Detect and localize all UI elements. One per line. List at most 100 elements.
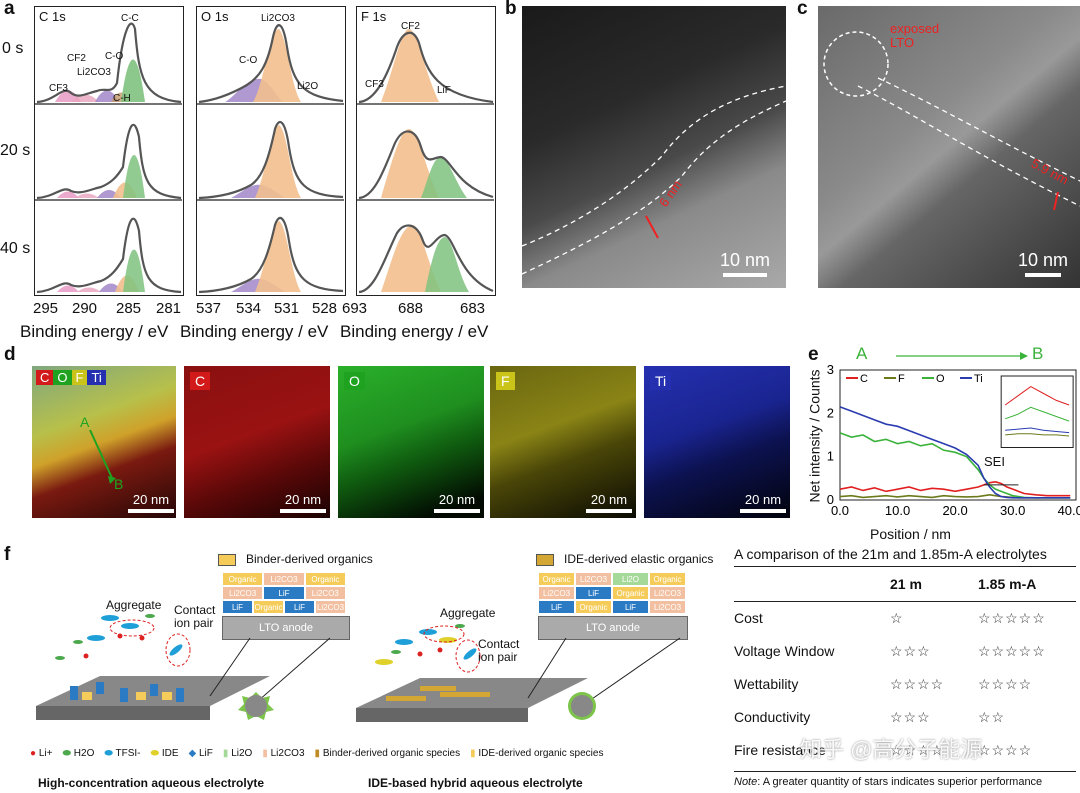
f1s-xlabel: Binding energy / eV: [340, 322, 489, 341]
c1s-tick-3: 281: [156, 300, 182, 317]
e-xlabel: Position / nm: [870, 526, 951, 542]
note-label: Note: [734, 776, 758, 788]
table-row: Conductivity ☆☆☆ ☆☆: [734, 701, 1076, 734]
right-layer-row: Organic Li2CO3 Li2O Organic: [538, 572, 686, 586]
scale-text-d4: 20 nm: [744, 492, 782, 507]
inset-series: [1005, 433, 1070, 437]
left-layer-cell: Organic: [304, 572, 346, 586]
legend-label-c: C: [860, 373, 868, 385]
right-layer-cell: Organic: [649, 572, 686, 586]
overlay-f: F: [71, 370, 88, 385]
inset-series: [1005, 406, 1070, 422]
c1s-tick-2: 285: [116, 300, 142, 317]
left-contact-line2: ion pair: [174, 616, 214, 630]
legend-li-text: Li+: [38, 748, 53, 759]
row-label: Cost: [734, 610, 763, 626]
left-contact-circle: [165, 633, 191, 667]
overlay-legend: C O F Ti: [36, 370, 106, 385]
lto-text: LTO: [890, 35, 915, 50]
panel-e-label: e: [808, 344, 819, 365]
left-slab-front: [36, 706, 210, 720]
o1s-tick-0: 537: [196, 300, 222, 317]
row-label: Wettability: [734, 676, 799, 692]
right-sei-stack: Organic Li2CO3 Li2O Organic Li2CO3 LiF Organic…: [538, 572, 686, 614]
map-label-c: C: [190, 372, 211, 390]
header-blank: [734, 576, 890, 592]
e-xtick: 40.0: [1058, 503, 1080, 518]
eds-overlay-map: C O F Ti A B 20 nm: [32, 366, 176, 518]
e-ytick: 3: [827, 362, 834, 377]
peak-li2co3: Li2CO3: [77, 67, 111, 78]
left-layer-cell: Li2CO3: [263, 572, 305, 586]
right-layer-cell: Li2CO3: [575, 572, 612, 586]
left-layer-cell: Li2CO3: [315, 600, 346, 614]
left-particle-core: [245, 695, 267, 717]
scalebar-d-overlay: 20 nm: [128, 492, 174, 513]
scalebar-b: 10 nm: [712, 250, 778, 277]
legend-tfsi-text: TFSI-: [115, 748, 141, 759]
o1s-tick-2: 531: [274, 300, 300, 317]
f1s-tick-2: 683: [460, 300, 486, 317]
rating-185m: ☆☆☆☆☆: [978, 610, 1046, 626]
comparison-table: A comparison of the 21m and 1.85m-A elec…: [734, 546, 1076, 788]
legend-ide: ⬬ IDE: [150, 748, 179, 759]
right-layer-cell: Li2CO3: [538, 586, 575, 600]
right-layer-cell: Li2CO3: [649, 586, 686, 600]
point-b: B: [114, 476, 124, 492]
panel-f: Binder-derived organics IDE-derived elas…: [0, 546, 730, 793]
scale-text-d0: 20 nm: [132, 492, 170, 507]
legend-lif-text: LiF: [198, 748, 213, 759]
e-plot-frame: [839, 369, 1077, 501]
peak-o-c-o: C-O: [239, 55, 258, 66]
linescan-arrow: [89, 429, 116, 484]
scalebar-d-o: 20 nm: [434, 492, 480, 513]
map-label-ti: Ti: [650, 372, 672, 390]
legend-li2co3: ▮ Li2CO3: [262, 748, 305, 759]
legend-label-f: F: [898, 373, 905, 385]
table-note: Note: A greater quantity of stars indica…: [734, 771, 1076, 788]
left-layer-row: Organic Li2CO3 Organic: [222, 572, 346, 586]
f1s-tick-0: 693: [342, 300, 368, 317]
legend-li: ● Li+: [30, 748, 53, 759]
left-sei-stack: Organic Li2CO3 Organic Li2CO3 LiF Li2CO3 LiF Or…: [222, 572, 346, 614]
c1s-tick-0: 295: [33, 300, 59, 317]
e-xtick: 20.0: [942, 503, 967, 518]
peak-c-o: C-O: [105, 51, 124, 62]
right-contact-line2: ion pair: [478, 650, 518, 664]
interface-lines: [522, 85, 786, 275]
ide-organics-title: IDE-derived elastic organics: [564, 552, 714, 566]
series-line-ti: [839, 406, 1071, 499]
left-layer-row: LiF Organic LiF Li2CO3: [222, 600, 346, 614]
legend-ide-organic: ▮ IDE-derived organic species: [470, 748, 604, 759]
table-body: Cost ☆ ☆☆☆☆☆ Voltage Window ☆☆☆ ☆☆☆☆☆ Wettabil…: [734, 602, 1076, 767]
interface-lines-c: [823, 31, 1080, 211]
scalebar-d-c: 20 nm: [280, 492, 326, 513]
xps-c1s-title: C 1s: [39, 9, 66, 24]
right-layer-cell: Organic: [575, 600, 612, 614]
scale-text-d3: 20 nm: [590, 492, 628, 507]
arrow-to-label: B: [1032, 344, 1044, 363]
table-title: A comparison of the 21m and 1.85m-A elec…: [734, 546, 1076, 567]
tem-image-b: 6 nm 10 nm: [522, 6, 786, 288]
xps-o1s-frame: O 1s Li2CO3 C-O Li2O: [196, 6, 346, 296]
o1s-tick-3: 528: [312, 300, 338, 317]
row-label: Voltage Window: [734, 643, 835, 659]
table-row: Cost ☆ ☆☆☆☆☆: [734, 602, 1076, 635]
rating-21m: ☆☆☆☆: [890, 742, 945, 758]
panel-e: A B 0 1 2 3 0.0 10.0 20.0 30.0 40.0 C F O Ti Positio…: [800, 342, 1080, 542]
left-organics: [82, 692, 172, 700]
tem-image-c: exposed LTO 5.9 nm 10 nm: [818, 6, 1080, 288]
legend-binder-text: Binder-derived organic species: [322, 748, 461, 759]
rating-21m: ☆☆☆: [890, 709, 931, 725]
scalebar-c-text: 10 nm: [1017, 250, 1069, 270]
inset-plot: [1000, 375, 1074, 448]
exposed-lto-label: exposed LTO: [890, 22, 939, 50]
exposed-text: exposed: [890, 21, 940, 36]
table-header-row: 21 m 1.85 m-A: [734, 567, 1076, 602]
left-aggregate-label: Aggregate: [106, 598, 162, 612]
inset-series: [1004, 386, 1070, 406]
note-text: : A greater quantity of stars indicates …: [757, 776, 1043, 788]
legend-ide-organic-text: IDE-derived organic species: [478, 748, 604, 759]
legend-binder-organic: ▮ Binder-derived organic species: [314, 748, 461, 759]
table-row: Fire resistance ☆☆☆☆ ☆☆☆☆: [734, 734, 1076, 767]
